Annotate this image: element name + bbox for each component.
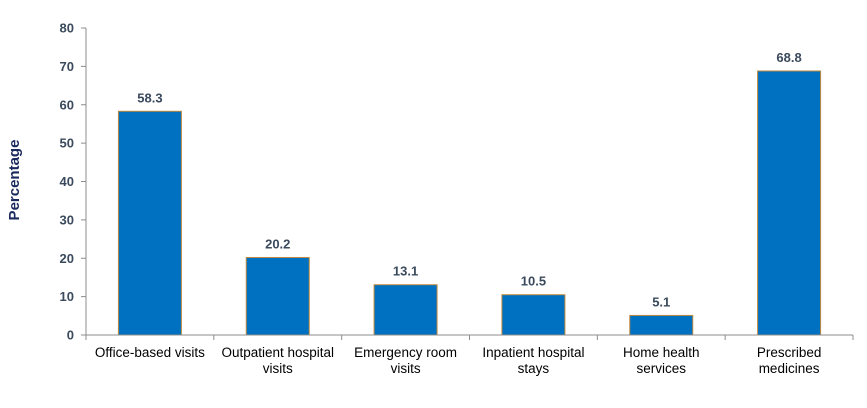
y-tick-label: 60 [60,97,74,112]
data-label: 5.1 [652,294,670,309]
y-tick-label: 50 [60,136,74,151]
bars [117,70,822,336]
data-label: 58.3 [137,90,162,105]
data-label: 68.8 [776,50,801,65]
x-tick-label: Outpatient hospital visits [221,345,334,376]
y-tick-label: 10 [60,289,74,304]
x-tick-label: Emergency room visits [354,345,457,376]
y-tick-label: 20 [60,251,74,266]
y-axis-label: Percentage [6,140,23,221]
x-tick-label: Inpatient hospital stays [482,345,584,376]
data-labels: 58.3 20.2 13.1 10.5 5.1 68.8 [137,50,801,309]
data-label: 13.1 [393,264,418,279]
data-label: 10.5 [521,274,546,289]
bar [629,314,694,336]
data-label: 20.2 [265,236,290,251]
bar [373,284,438,336]
x-tick-label: Prescribed medicines [757,345,822,376]
bar [757,70,822,336]
x-tick-label: Home health services [623,345,700,376]
y-tick-label: 0 [67,328,74,343]
bar [501,294,566,336]
x-tick-label: Office-based visits [95,345,205,360]
y-tick-label: 80 [60,21,74,36]
y-tick-label: 70 [60,59,74,74]
y-axis-ticks: 0 10 20 30 40 50 60 70 80 [60,21,86,343]
bar [245,256,310,336]
bar [117,110,182,336]
y-tick-label: 40 [60,174,74,189]
y-tick-label: 30 [60,212,74,227]
x-axis-ticks: Office-based visits Outpatient hospital vi… [85,335,854,376]
